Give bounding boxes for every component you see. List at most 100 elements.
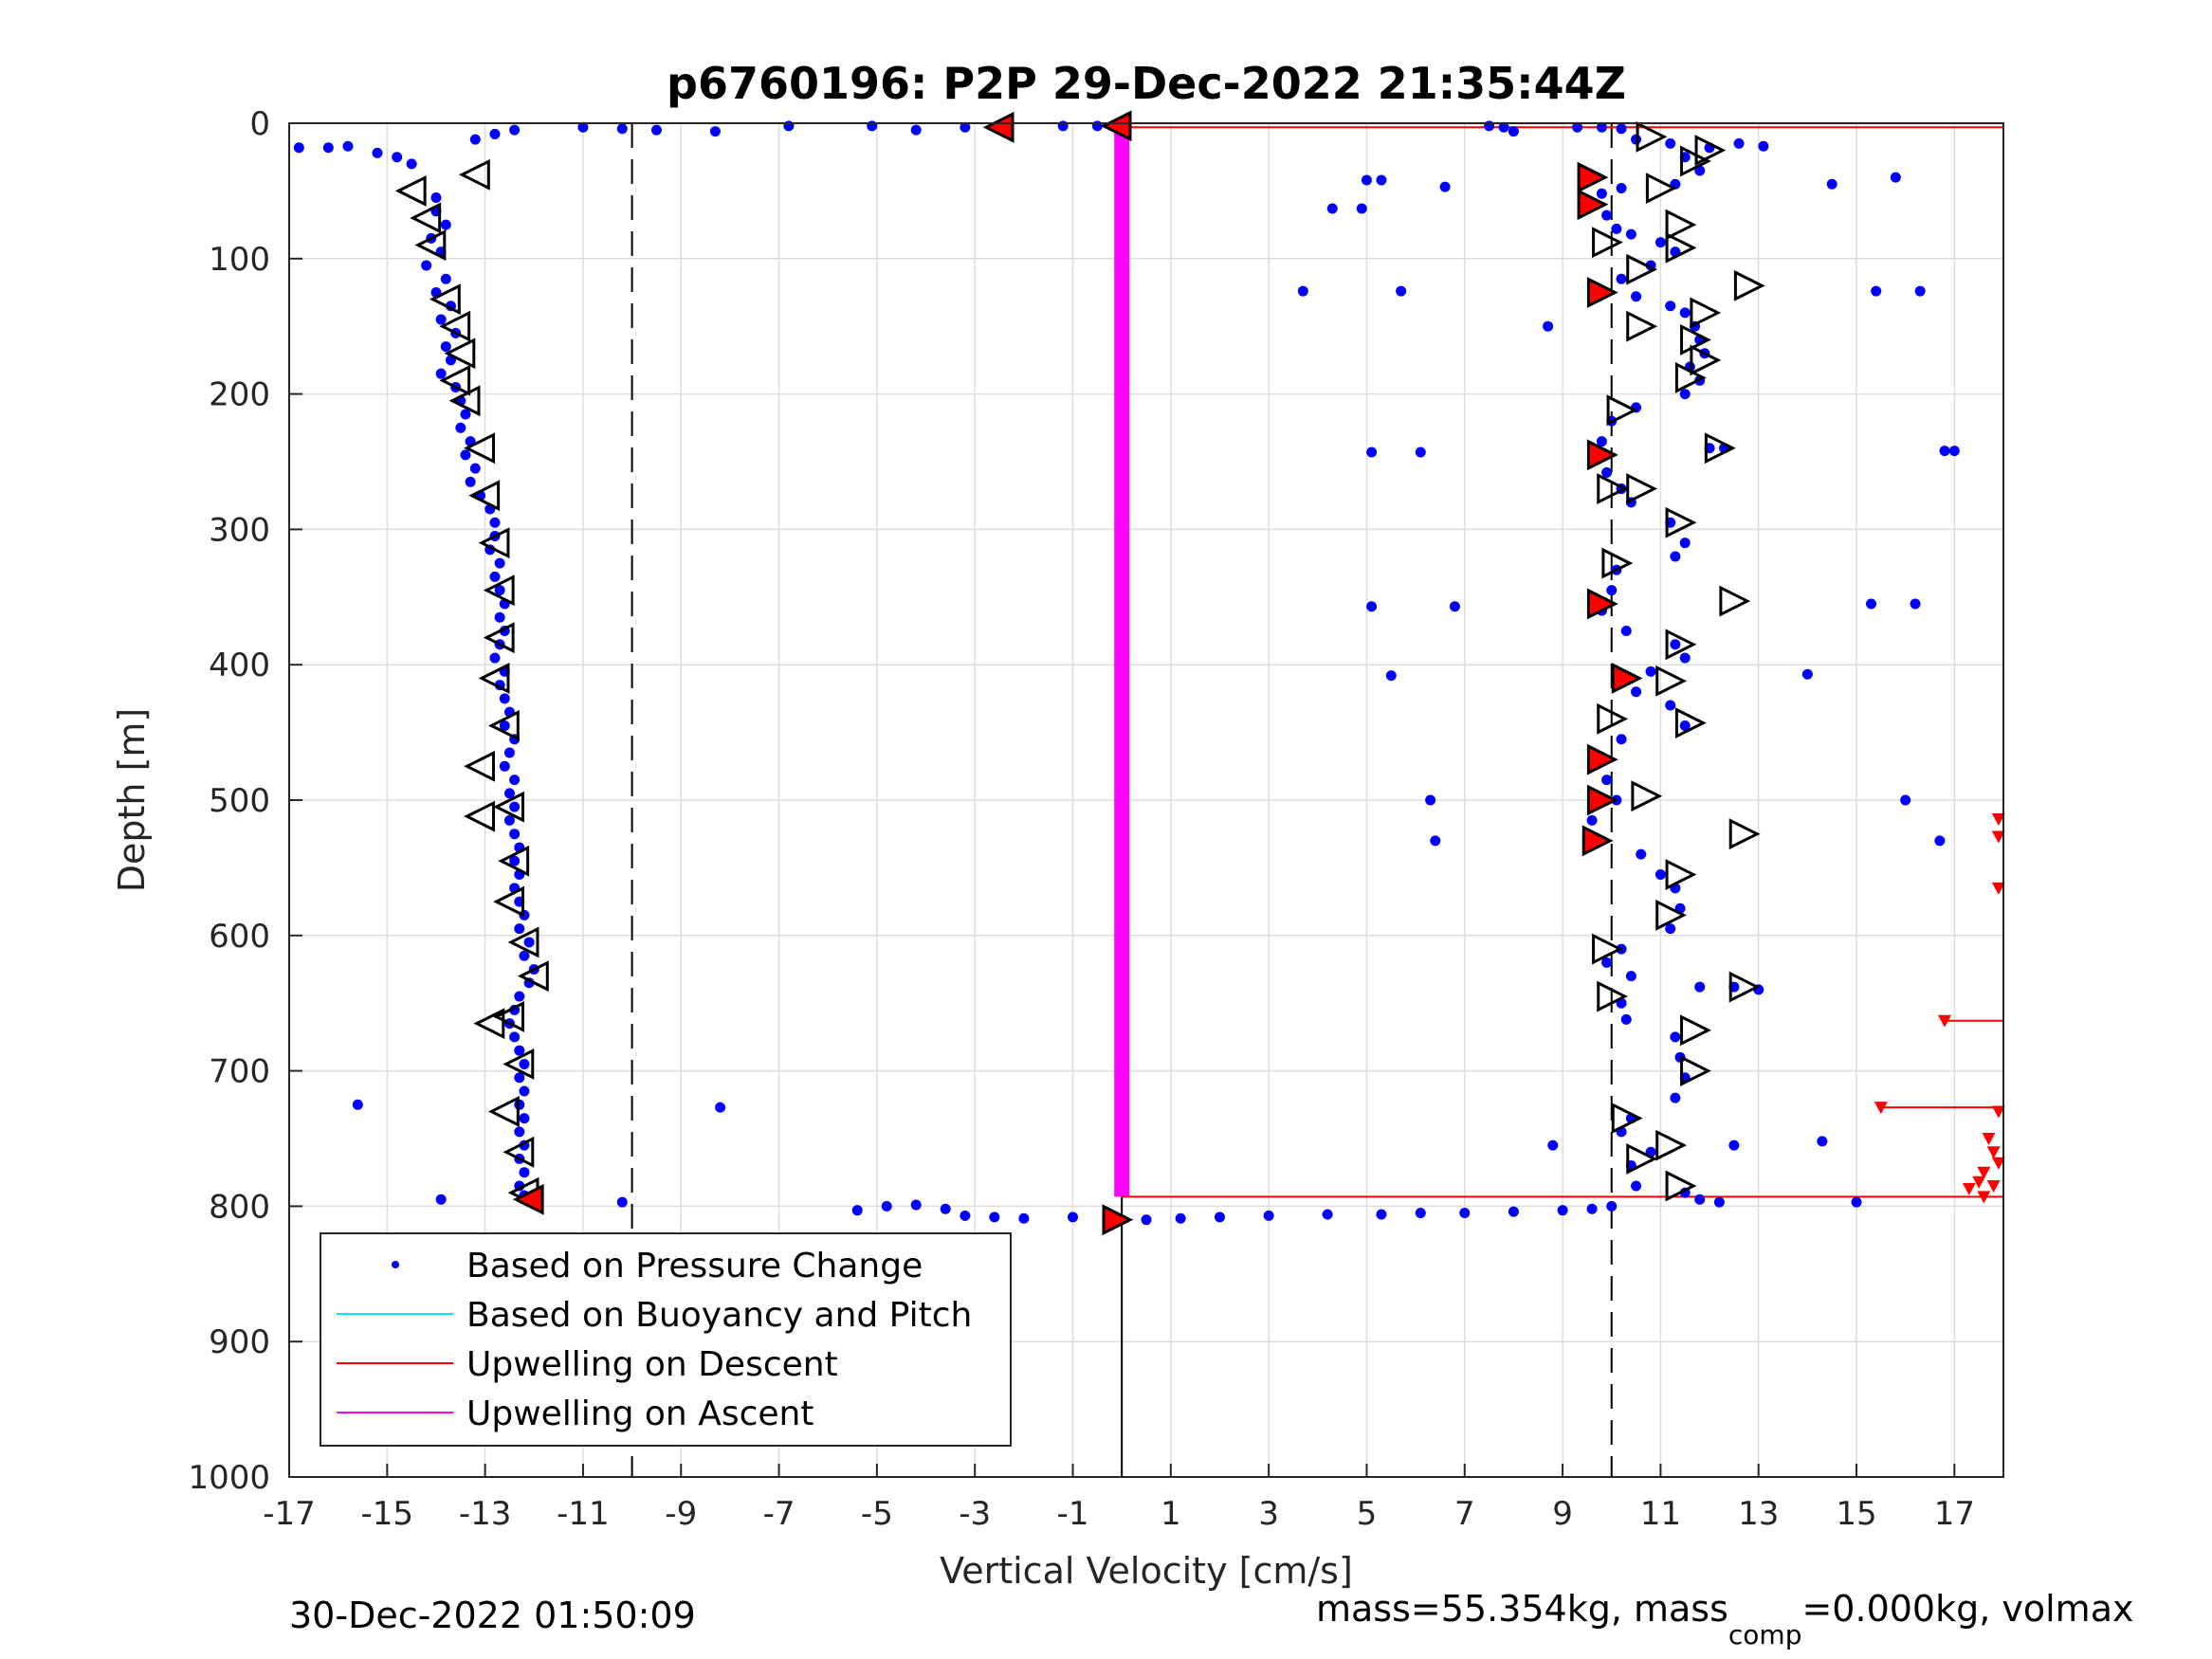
y-axis-label: Depth [m] <box>111 708 153 893</box>
pressure-point <box>489 517 501 528</box>
ascent-triangle <box>1586 784 1618 816</box>
pressure-point <box>509 1031 521 1043</box>
descent-triangle <box>982 111 1015 143</box>
descent-marker <box>1938 1014 1952 1028</box>
descent-triangle <box>507 926 539 958</box>
legend-label-pressure: Based on Pressure Change <box>466 1247 923 1285</box>
pressure-point <box>1498 121 1509 133</box>
y-axis-ticks: 0 100 200 300 400 500 600 700 800 900 1000 <box>188 105 302 1497</box>
ascent-triangle <box>1674 707 1707 739</box>
ascent-triangle <box>1728 971 1761 1003</box>
ascent-triangle <box>1581 825 1614 857</box>
descent-marker <box>1977 1166 1991 1179</box>
pressure-point <box>1356 203 1367 214</box>
y-tick-label: 100 <box>209 241 270 279</box>
descent-triangle <box>503 1048 535 1080</box>
ascent-triangle <box>1586 588 1618 620</box>
pressure-point <box>519 1085 530 1097</box>
legend: Based on Pressure Change Based on Buoyan… <box>320 1232 1012 1447</box>
pressure-point <box>1733 137 1745 149</box>
ascent-triangle <box>1102 1204 1134 1236</box>
x-tick-label: -17 <box>263 1495 316 1533</box>
pressure-point <box>1670 1031 1681 1043</box>
pressure-point <box>1670 639 1681 650</box>
descent-triangle <box>493 791 524 823</box>
ascent-triangle <box>1586 743 1618 775</box>
pressure-point <box>1601 775 1613 786</box>
pressure-point <box>650 124 662 136</box>
x-tick-label: 1 <box>1161 1495 1181 1533</box>
ascent-triangle <box>1655 1129 1688 1161</box>
pressure-point <box>1425 794 1436 806</box>
pressure-point <box>1654 237 1666 248</box>
pressure-point <box>1449 601 1460 612</box>
pressure-point <box>989 1212 1000 1223</box>
pressure-point <box>514 1072 525 1084</box>
pressure-point <box>503 747 515 758</box>
pressure-point <box>1596 121 1607 133</box>
ascent-triangle <box>1626 253 1658 285</box>
descent-triangle <box>517 960 549 993</box>
pressure-point <box>1376 1209 1387 1220</box>
pressure-point <box>1826 178 1837 190</box>
pressure-point <box>1890 172 1901 183</box>
descent-triangle <box>478 663 510 694</box>
pressure-point <box>499 720 510 731</box>
ascent-triangle <box>1577 161 1609 193</box>
footer-mass-prefix: mass=55.354kg, mass <box>1316 1588 1728 1630</box>
descent-marker <box>1991 812 2005 826</box>
pressure-point <box>1326 203 1338 214</box>
pressure-point <box>440 219 451 230</box>
ascent-triangle <box>1592 227 1623 259</box>
pressure-point <box>1670 1092 1681 1103</box>
descent-triangle <box>478 527 510 559</box>
pressure-point <box>1572 121 1583 133</box>
ascent-triangle <box>1597 702 1629 735</box>
pressure-point <box>465 476 476 487</box>
pressure-point <box>509 801 521 812</box>
pressure-point <box>1601 957 1613 968</box>
pressure-point <box>460 449 471 461</box>
pressure-point <box>1817 1136 1828 1147</box>
x-tick-label: -1 <box>1057 1495 1089 1533</box>
pressure-point <box>1361 174 1372 186</box>
pressure-point <box>1625 228 1636 240</box>
ascent-triangle <box>1655 665 1688 697</box>
pressure-point <box>960 1210 971 1221</box>
legend-label-descent: Upwelling on Descent <box>466 1345 838 1384</box>
y-tick-label: 300 <box>209 511 270 549</box>
ascent-triangle <box>1611 663 1643 694</box>
pressure-point <box>1263 1210 1274 1221</box>
pressure-point <box>1801 668 1813 680</box>
pressure-point <box>430 192 442 204</box>
pressure-point <box>709 126 721 137</box>
pressure-point <box>1631 291 1642 302</box>
pressure-point <box>435 1194 447 1205</box>
x-axis-ticks: -17 -15 -13 -11 -9 -7 -5 -3 -1 1 3 5 7 9 11 13 15 17 <box>263 1464 1975 1533</box>
descent-marker <box>1991 1105 2005 1119</box>
ascent-triangle <box>1611 1103 1643 1135</box>
ascent-triangle <box>1626 1142 1658 1175</box>
chart-title: p6760196: P2P 29-Dec-2022 21:35:44Z <box>667 58 1626 109</box>
ascent-triangle <box>1733 269 1765 301</box>
pressure-point <box>1851 1196 1862 1208</box>
pressure-point <box>435 314 447 325</box>
pressure-point <box>509 829 521 840</box>
pressure-point <box>1728 1139 1740 1151</box>
pressure-point <box>1616 123 1627 135</box>
y-tick-label: 1000 <box>188 1459 270 1497</box>
ascent-triangle <box>1665 506 1697 538</box>
pressure-point <box>1385 670 1397 682</box>
pressure-point <box>1758 140 1769 152</box>
pressure-point <box>910 1199 922 1211</box>
pressure-point <box>1322 1209 1333 1220</box>
pressure-point <box>372 147 383 158</box>
pressure-point <box>1900 794 1911 806</box>
descent-marker <box>1977 1191 1991 1204</box>
ascent-triangle <box>1680 1014 1711 1047</box>
ascent-triangle <box>1655 899 1688 931</box>
descent-triangle <box>493 1001 524 1032</box>
pressure-point <box>1606 1200 1618 1212</box>
pressure-point <box>1601 210 1613 221</box>
descent-marker <box>1982 1133 1996 1145</box>
